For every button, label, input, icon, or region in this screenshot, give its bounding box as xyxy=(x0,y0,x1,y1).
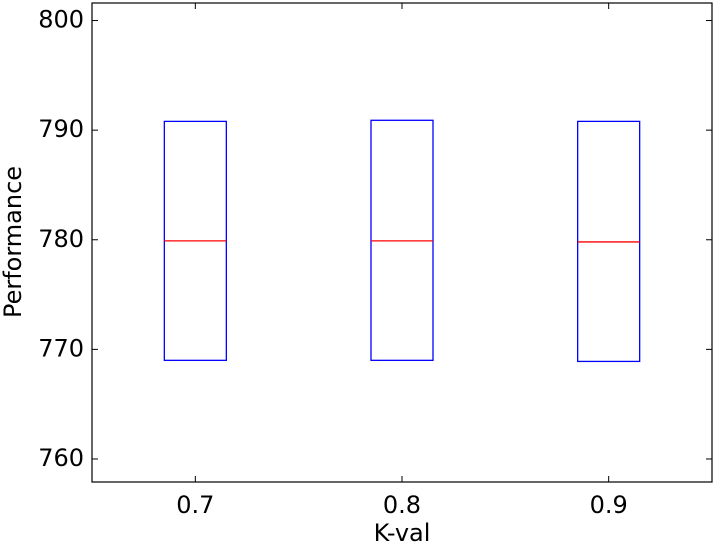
x-tick-label: 0.7 xyxy=(176,491,214,519)
x-tick-label: 0.8 xyxy=(383,491,421,519)
x-tick-label: 0.9 xyxy=(590,491,628,519)
y-tick-label: 780 xyxy=(38,225,84,253)
y-tick-label: 760 xyxy=(38,444,84,472)
y-tick-label: 800 xyxy=(38,6,84,34)
y-tick-label: 770 xyxy=(38,334,84,362)
y-tick-label: 790 xyxy=(38,115,84,143)
y-axis-label: Performance xyxy=(0,166,27,318)
x-axis-label: K-val xyxy=(374,519,431,547)
plot-frame xyxy=(91,2,713,483)
